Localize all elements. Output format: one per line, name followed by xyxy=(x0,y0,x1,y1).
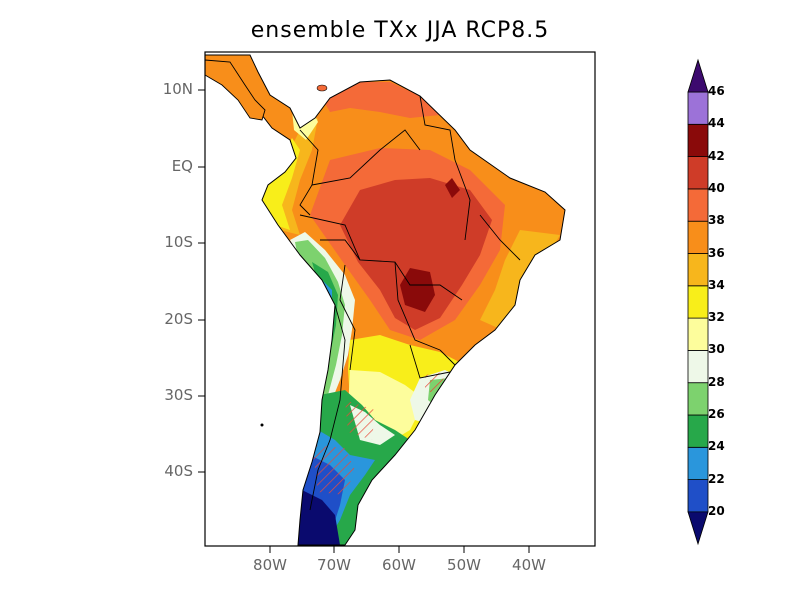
colorbar-box-24-26 xyxy=(687,414,709,448)
lon-tick-60w: 60W xyxy=(382,556,416,574)
map-frame xyxy=(204,51,596,547)
colorbar-box-26-28 xyxy=(687,382,709,416)
lon-tick-40w: 40W xyxy=(512,556,546,574)
colorbar-box-32-34 xyxy=(687,285,709,319)
zone-40-42 xyxy=(340,178,492,330)
caribbean-island xyxy=(316,84,328,92)
lon-tick-70w: 70W xyxy=(317,556,351,574)
colorbar-arrow-high xyxy=(687,58,709,93)
lat-tick-30s: 30S xyxy=(164,386,193,404)
map-title: ensemble TXx JJA RCP8.5 xyxy=(250,18,550,43)
colorbar-box-28-30 xyxy=(687,349,709,384)
colorbar-box-36-38 xyxy=(687,220,709,254)
zone-42-44-north xyxy=(445,178,460,198)
colorbar-box-34-36 xyxy=(687,253,709,287)
lat-tick-20s: 20S xyxy=(164,310,193,328)
colorbar-box-30-32 xyxy=(687,317,709,351)
lat-tick-10n: 10N xyxy=(162,80,193,98)
lat-tick-marks xyxy=(198,89,205,473)
country-borders xyxy=(299,95,521,511)
colorbar-label-22: 22 xyxy=(708,471,725,486)
colorbar-label-38: 38 xyxy=(708,213,725,228)
lat-tick-eq: EQ xyxy=(171,157,193,175)
colorbar-label-42: 42 xyxy=(708,148,725,163)
lon-tick-50w: 50W xyxy=(447,556,481,574)
lat-tick-40s: 40S xyxy=(164,462,193,480)
colorbar-label-30: 30 xyxy=(708,342,725,357)
colorbar-box-20-22 xyxy=(687,479,709,513)
colorbar-label-44: 44 xyxy=(708,116,725,131)
juan-fernandez-island xyxy=(260,423,264,427)
colorbar xyxy=(687,58,709,546)
colorbar-label-26: 26 xyxy=(708,407,725,421)
colorbar-label-32: 32 xyxy=(708,310,725,325)
coastline xyxy=(205,54,566,546)
colorbar-label-34: 34 xyxy=(708,277,725,292)
hatch-andes xyxy=(345,400,375,440)
colorbar-box-42-44 xyxy=(687,123,709,158)
colorbar-label-46: 46 xyxy=(708,84,725,98)
colorbar-label-20: 20 xyxy=(708,503,725,518)
colorbar-box-44-46 xyxy=(687,91,709,125)
zone-42-44-core xyxy=(400,268,435,312)
lon-tick-80w: 80W xyxy=(253,556,287,574)
colorbar-label-40: 40 xyxy=(708,180,725,195)
colorbar-box-38-40 xyxy=(687,188,709,222)
lat-tick-10s: 10S xyxy=(164,233,193,251)
colorbar-label-28: 28 xyxy=(708,374,725,389)
zone-below-20 xyxy=(298,490,340,545)
colorbar-label-24: 24 xyxy=(708,439,725,454)
central-america xyxy=(205,59,266,121)
lon-tick-marks xyxy=(269,546,530,553)
zone-38-40-north xyxy=(320,82,440,118)
land-fill xyxy=(205,55,565,545)
colorbar-label-36: 36 xyxy=(708,245,725,260)
colorbar-arrow-low xyxy=(687,511,709,546)
colorbar-box-22-24 xyxy=(687,446,709,480)
colorbar-box-40-42 xyxy=(687,156,709,190)
